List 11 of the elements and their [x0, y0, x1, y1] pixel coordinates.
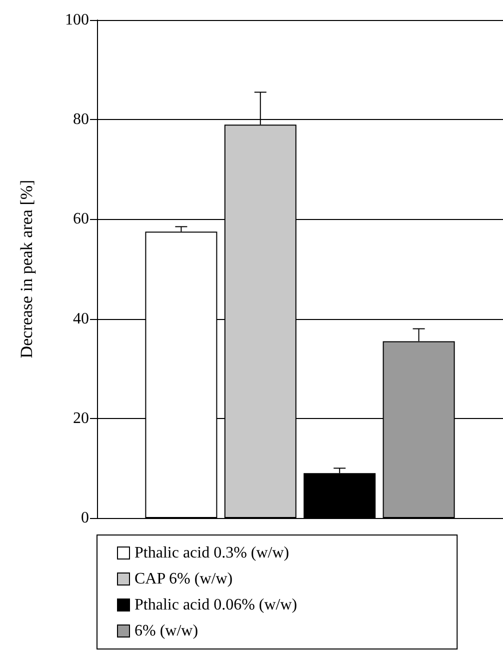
y-axis-title: Decrease in peak area [%]	[17, 180, 36, 358]
legend-label: Pthalic acid 0.3% (w/w)	[134, 544, 290, 562]
legend-label: CAP 6% (w/w)	[134, 570, 233, 588]
y-tick-label: 60	[73, 210, 89, 228]
y-tick-label: 40	[73, 310, 89, 328]
y-tick-label: 80	[73, 111, 89, 128]
legend-label: 6% (w/w)	[134, 622, 198, 640]
y-tick-label: 20	[73, 410, 89, 427]
legend-label: Pthalic acid 0.06% (w/w)	[134, 596, 298, 614]
y-tick-label: 100	[65, 12, 89, 28]
y-tick-label: 0	[81, 510, 89, 526]
